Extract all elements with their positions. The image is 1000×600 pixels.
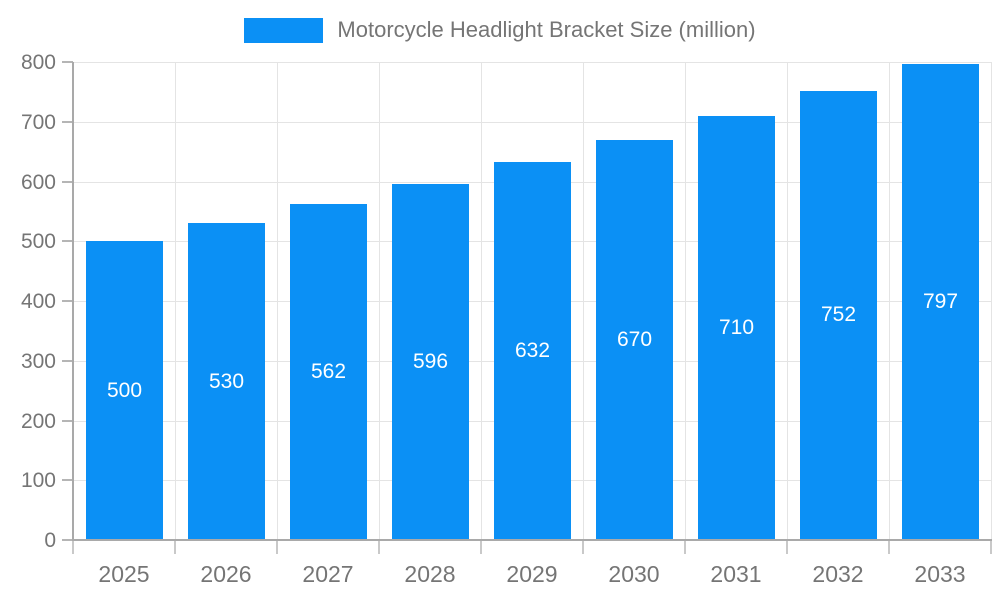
x-axis-label: 2031 xyxy=(710,561,762,587)
x-tick-mark xyxy=(888,540,890,554)
y-tick-mark xyxy=(62,300,73,302)
y-axis-label: 600 xyxy=(20,171,56,194)
y-axis-label: 300 xyxy=(20,350,56,373)
x-axis-label: 2026 xyxy=(200,561,252,587)
bar[interactable] xyxy=(902,64,979,540)
x-tick-mark xyxy=(276,540,278,554)
y-axis-label: 200 xyxy=(20,410,56,433)
x-axis-label: 2027 xyxy=(302,561,354,587)
v-gridline xyxy=(685,62,686,540)
v-gridline xyxy=(583,62,584,540)
bar[interactable] xyxy=(392,184,469,540)
legend-label: Motorcycle Headlight Bracket Size (milli… xyxy=(337,17,756,42)
y-axis-label: 500 xyxy=(20,230,56,253)
legend-swatch-icon xyxy=(244,17,324,43)
bar[interactable] xyxy=(86,241,163,540)
x-axis-label: 2030 xyxy=(608,561,660,587)
bar-value-label: 500 xyxy=(106,379,143,402)
x-tick-mark xyxy=(786,540,788,554)
x-tick-mark xyxy=(684,540,686,554)
x-tick-mark xyxy=(990,540,992,554)
y-axis-line xyxy=(72,62,74,541)
y-axis-label: 100 xyxy=(20,469,56,492)
legend[interactable]: Motorcycle Headlight Bracket Size (milli… xyxy=(0,17,1000,43)
x-axis-label: 2033 xyxy=(914,561,966,587)
x-axis-label: 2032 xyxy=(812,561,864,587)
bar[interactable] xyxy=(188,223,265,540)
v-gridline xyxy=(481,62,482,540)
bar-value-label: 752 xyxy=(820,303,857,326)
bar-value-label: 797 xyxy=(922,290,959,313)
bar[interactable] xyxy=(494,162,571,540)
y-tick-mark xyxy=(62,61,73,63)
v-gridline xyxy=(991,62,992,540)
bar-value-label: 596 xyxy=(412,350,449,373)
y-axis-label: 0 xyxy=(44,529,56,552)
y-tick-mark xyxy=(62,420,73,422)
x-axis-label: 2025 xyxy=(98,561,150,587)
x-tick-mark xyxy=(582,540,584,554)
y-tick-mark xyxy=(62,479,73,481)
bar-value-label: 710 xyxy=(718,316,755,339)
bar-value-label: 632 xyxy=(514,339,551,362)
v-gridline xyxy=(889,62,890,540)
x-axis-line xyxy=(72,539,992,541)
y-tick-mark xyxy=(62,360,73,362)
bar[interactable] xyxy=(596,140,673,540)
x-axis-label: 2029 xyxy=(506,561,558,587)
y-axis-label: 400 xyxy=(20,290,56,313)
y-tick-mark xyxy=(62,240,73,242)
bar-value-label: 670 xyxy=(616,328,653,351)
v-gridline xyxy=(379,62,380,540)
y-axis-label: 800 xyxy=(20,51,56,74)
v-gridline xyxy=(787,62,788,540)
y-axis-label: 700 xyxy=(20,111,56,134)
x-tick-mark xyxy=(480,540,482,554)
v-gridline xyxy=(277,62,278,540)
x-tick-mark xyxy=(378,540,380,554)
bar-value-label: 562 xyxy=(310,360,347,383)
bar[interactable] xyxy=(698,116,775,540)
y-tick-mark xyxy=(62,181,73,183)
x-tick-mark xyxy=(72,540,74,554)
h-gridline xyxy=(73,122,991,123)
x-axis-label: 2028 xyxy=(404,561,456,587)
y-tick-mark xyxy=(62,121,73,123)
h-gridline xyxy=(73,62,991,63)
bar-value-label: 530 xyxy=(208,370,245,393)
bar[interactable] xyxy=(290,204,367,540)
bar[interactable] xyxy=(800,91,877,540)
x-tick-mark xyxy=(174,540,176,554)
v-gridline xyxy=(175,62,176,540)
y-tick-mark xyxy=(62,539,73,541)
